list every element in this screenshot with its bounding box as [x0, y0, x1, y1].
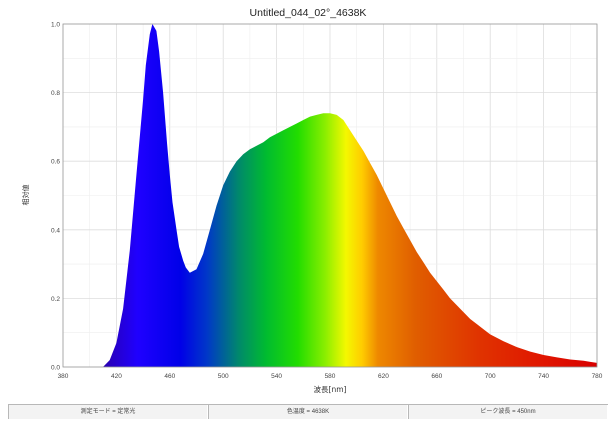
x-tick-label: 780 — [592, 373, 603, 380]
y-tick-label: 0.0 — [51, 365, 60, 372]
x-tick-label: 740 — [538, 373, 549, 380]
x-tick-label: 380 — [58, 373, 69, 380]
status-color-temperature: 色温度 = 4638K — [208, 405, 408, 419]
x-tick-label: 540 — [271, 373, 282, 380]
y-tick-label: 1.0 — [51, 22, 60, 29]
x-tick-label: 660 — [431, 373, 442, 380]
x-tick-label: 620 — [378, 373, 389, 380]
y-axis-label: 相対値 — [21, 185, 30, 206]
y-tick-label: 0.2 — [51, 296, 60, 303]
spectrum-series-fill — [63, 24, 597, 367]
status-peak-wavelength: ピーク波長 = 450nm — [408, 405, 608, 419]
y-tick-label: 0.4 — [51, 227, 60, 234]
x-tick-label: 460 — [164, 373, 175, 380]
y-tick-label: 0.8 — [51, 90, 60, 97]
axes — [62, 23, 598, 368]
x-tick-label: 580 — [325, 373, 336, 380]
status-bar: 測定モード = 定常光 色温度 = 4638K ピーク波長 = 450nm — [8, 404, 608, 419]
x-tick-label: 420 — [111, 373, 122, 380]
x-tick-label: 500 — [218, 373, 229, 380]
plot-frame — [62, 23, 598, 368]
x-axis-label: 波長[nm] — [314, 384, 347, 394]
x-tick-label: 700 — [485, 373, 496, 380]
y-tick-label: 0.6 — [51, 159, 60, 166]
status-measure-mode: 測定モード = 定常光 — [8, 405, 208, 419]
chart-title: Untitled_044_02°_4638K — [250, 7, 367, 19]
tick-labels: 380 420 460 500 540 580 620 660 700 740 780 0.0 0.2 0… — [51, 22, 603, 381]
spectrum-area — [63, 24, 597, 367]
